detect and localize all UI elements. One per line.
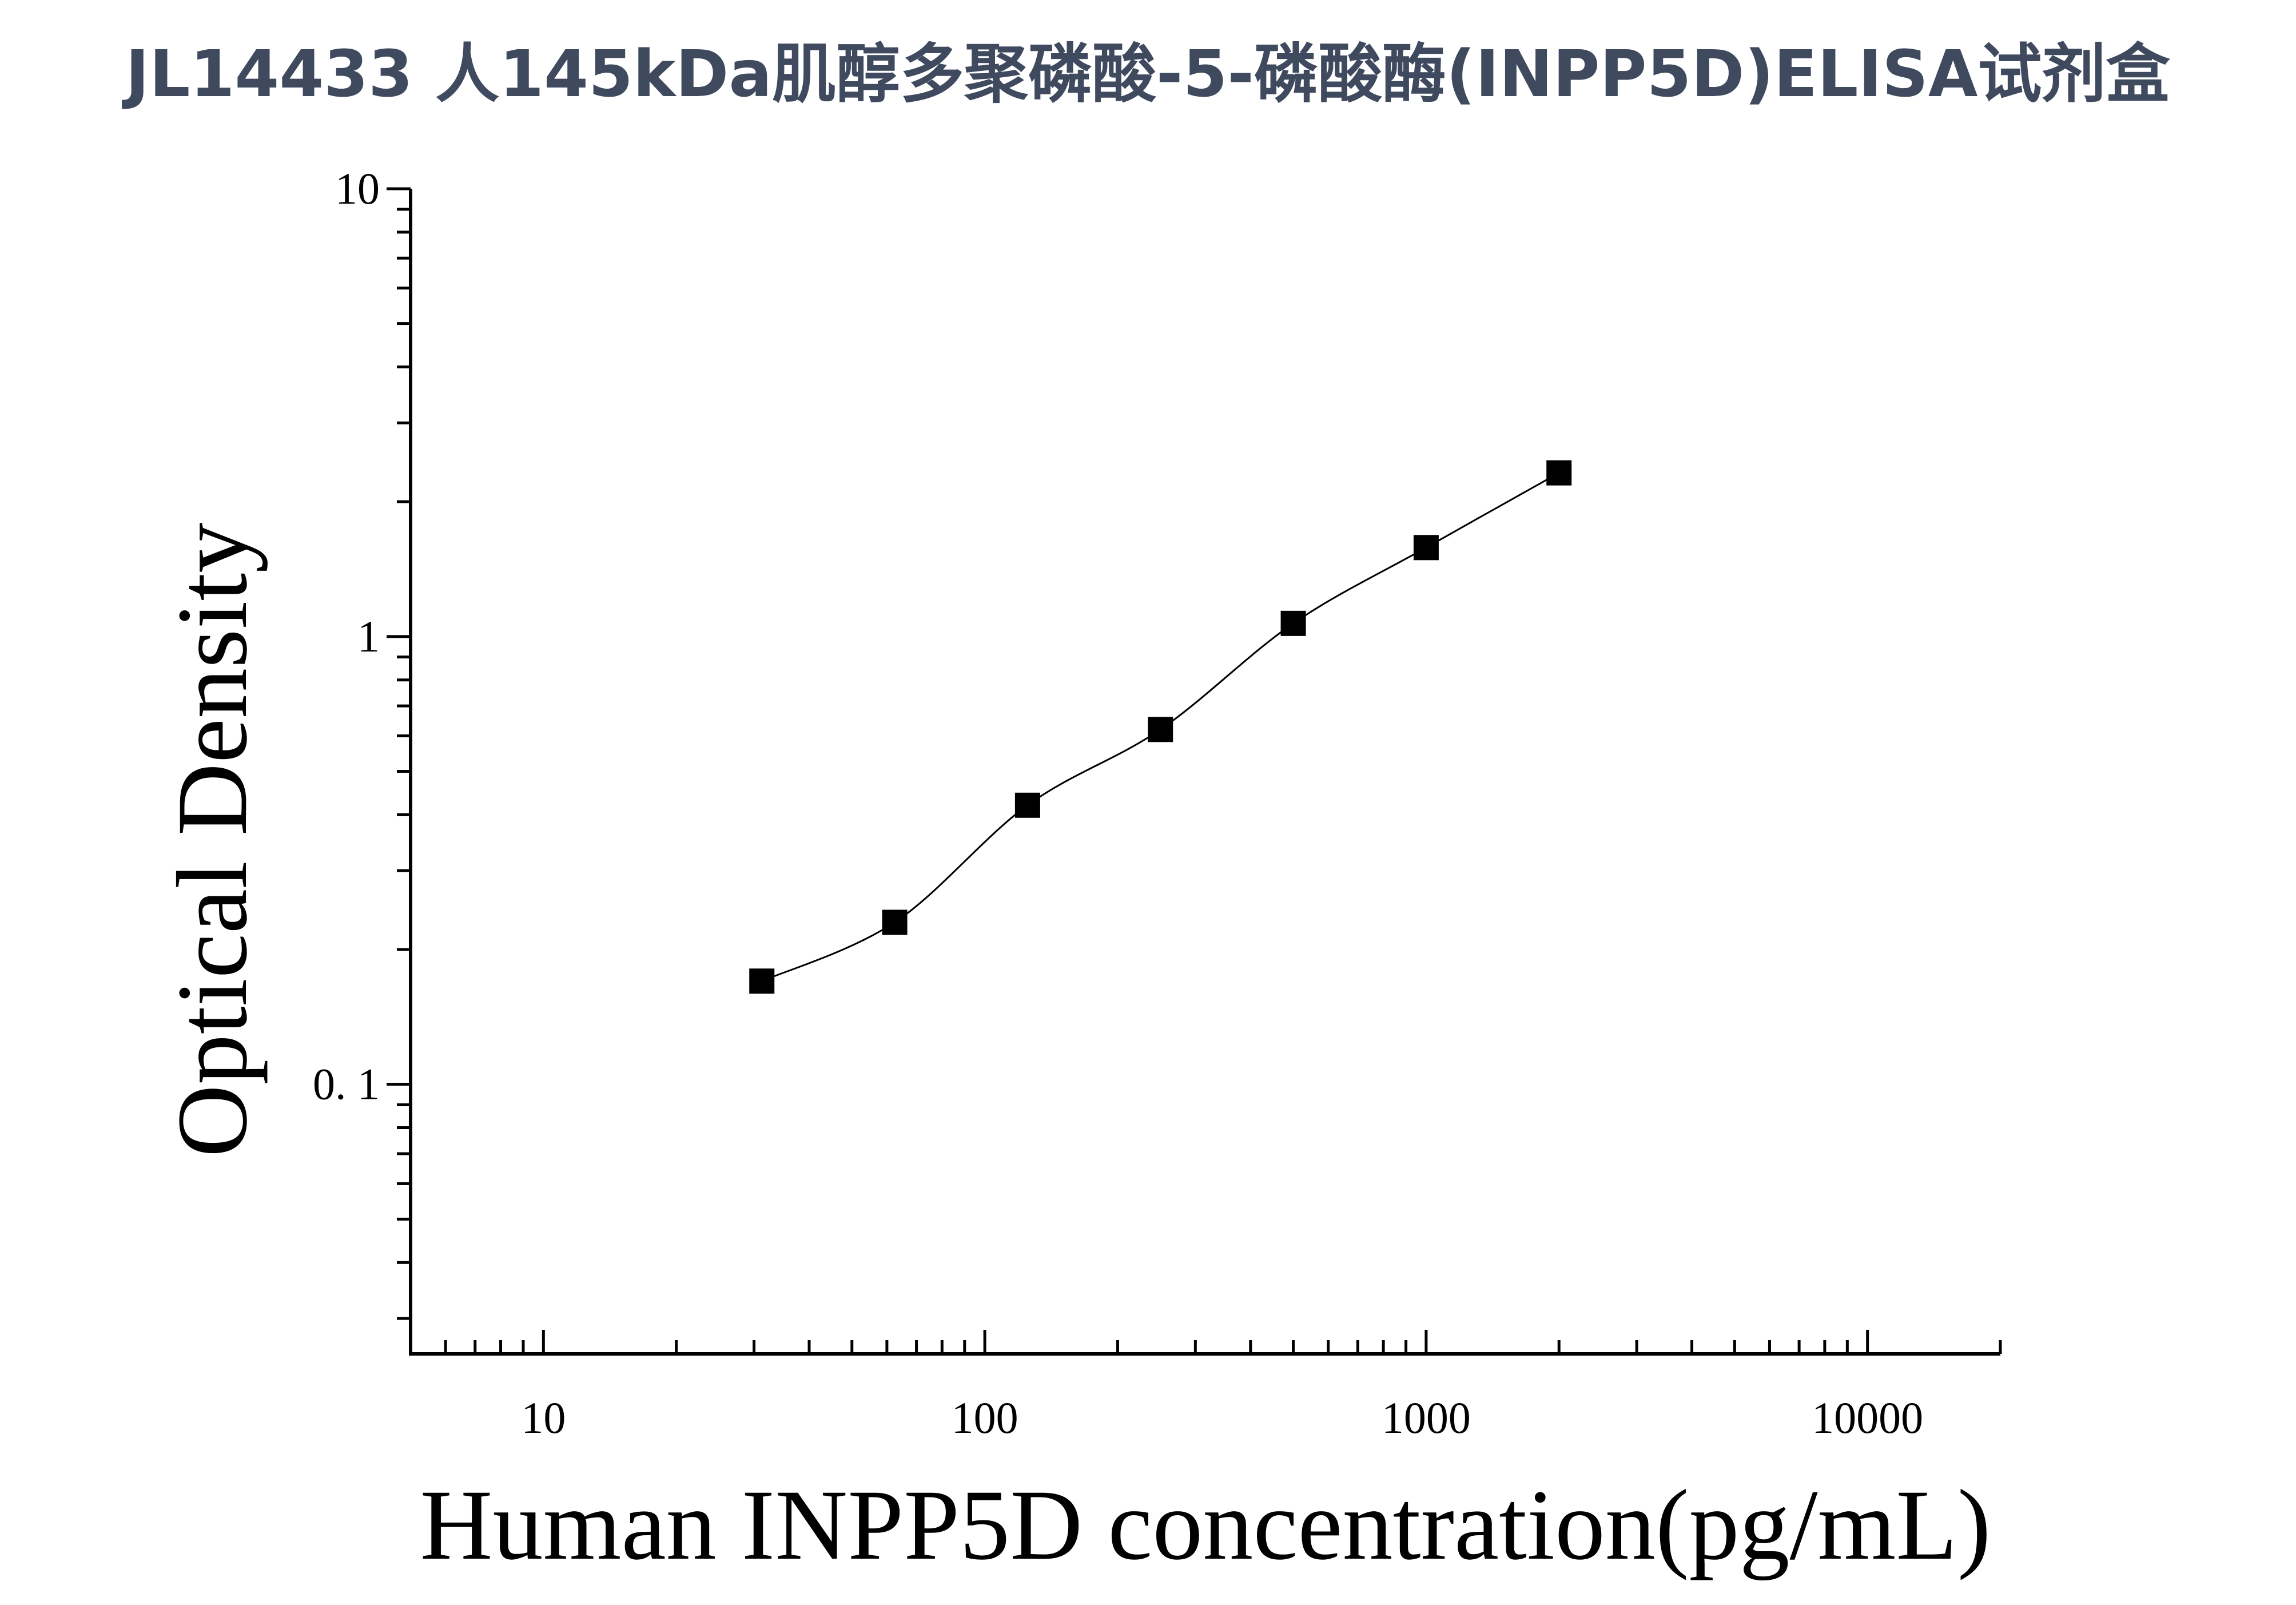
x-tick-label: 1000 [1382, 1393, 1471, 1443]
x-tick-label: 10000 [1812, 1393, 1923, 1443]
y-tick-label: 0. 1 [313, 1059, 380, 1109]
data-point-marker [749, 968, 775, 994]
data-point-marker [882, 909, 908, 935]
x-axis-title: Human INPP5D concentration(pg/mL) [420, 1469, 1991, 1581]
data-points [749, 460, 1572, 994]
chart-title: JL14433 人145kDa肌醇多聚磷酸-5-磷酸酶(INPP5D)ELISA… [121, 37, 2170, 112]
data-point-marker [1014, 792, 1040, 818]
data-point-marker [1148, 717, 1173, 742]
x-axis-ticks: 10 100 1000 10000 [409, 1330, 2002, 1443]
y-axis-title: Optical Density [157, 523, 268, 1158]
data-point-marker [1413, 535, 1439, 561]
y-tick-label: 10 [335, 164, 380, 213]
y-tick-label: 1 [357, 611, 380, 661]
y-axis-ticks: 0. 1 1 10 [313, 164, 411, 1320]
x-tick-label: 10 [521, 1393, 566, 1443]
x-tick-label: 100 [952, 1393, 1018, 1443]
data-point-marker [1280, 610, 1306, 636]
data-point-marker [1546, 460, 1572, 486]
